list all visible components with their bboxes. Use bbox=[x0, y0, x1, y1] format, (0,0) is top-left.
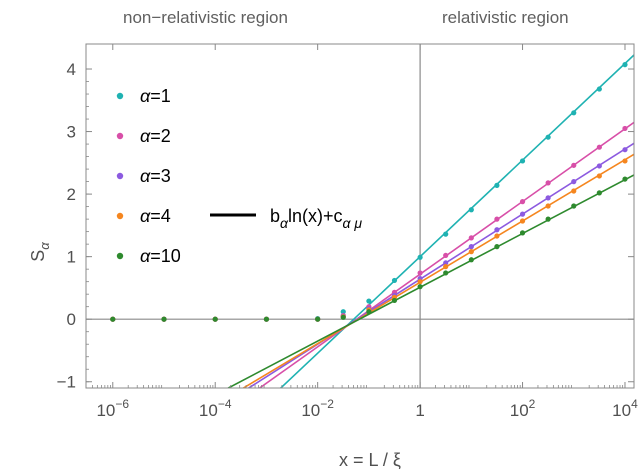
y-tick-label: 3 bbox=[67, 123, 76, 142]
data-point bbox=[340, 314, 346, 320]
x-tick-label: 10−4 bbox=[199, 397, 232, 420]
data-point bbox=[366, 298, 372, 304]
data-point bbox=[110, 316, 116, 322]
data-point bbox=[545, 216, 551, 222]
data-point bbox=[519, 218, 526, 224]
data-point bbox=[622, 147, 628, 153]
data-point bbox=[391, 277, 398, 284]
data-point bbox=[545, 203, 551, 209]
data-point bbox=[212, 316, 218, 322]
legend-label: α=10 bbox=[140, 246, 181, 266]
data-point bbox=[494, 233, 500, 239]
data-point bbox=[622, 125, 628, 132]
y-tick-label: −1 bbox=[57, 373, 76, 392]
data-point bbox=[315, 316, 321, 322]
data-point bbox=[545, 180, 551, 186]
data-point bbox=[519, 211, 526, 217]
data-point bbox=[596, 173, 602, 179]
data-point bbox=[571, 110, 577, 116]
x-tick-label: 102 bbox=[510, 397, 536, 420]
data-point bbox=[468, 235, 474, 241]
fit-line-5 bbox=[226, 174, 634, 388]
data-points bbox=[110, 62, 628, 322]
plot-frame bbox=[85, 43, 635, 389]
data-point bbox=[571, 162, 577, 168]
x-tick-label: 104 bbox=[612, 397, 638, 420]
fit-line-1 bbox=[279, 54, 634, 388]
data-point bbox=[571, 203, 577, 209]
data-point bbox=[417, 284, 423, 290]
data-point bbox=[596, 144, 602, 150]
data-point bbox=[443, 270, 449, 276]
data-point bbox=[417, 279, 423, 285]
legend-label: α=1 bbox=[140, 86, 171, 106]
data-point bbox=[366, 309, 372, 315]
axis-ticks: 10−6 10−4 10−2 1 102 104 −1 0 1 2 3 4 bbox=[57, 44, 638, 420]
data-point bbox=[468, 207, 474, 213]
fit-legend-label: bαln(x)+cα μ bbox=[270, 206, 362, 231]
data-point bbox=[340, 309, 346, 315]
data-point bbox=[545, 134, 551, 140]
legend: α=1 α=2 α=3 α=4 α=10 bbox=[116, 86, 181, 266]
data-point bbox=[571, 188, 577, 194]
legend-label: α=4 bbox=[140, 206, 171, 226]
data-point bbox=[468, 244, 474, 250]
data-point bbox=[596, 86, 602, 92]
data-point bbox=[622, 62, 628, 68]
fit-line-4 bbox=[241, 153, 634, 388]
x-tick-label: 10−6 bbox=[96, 397, 129, 420]
data-point bbox=[494, 216, 500, 222]
y-tick-label: 4 bbox=[67, 60, 76, 79]
data-point bbox=[494, 182, 500, 188]
data-point bbox=[443, 252, 449, 259]
x-tick-label: 10−2 bbox=[301, 397, 334, 420]
data-point bbox=[417, 254, 423, 260]
data-point bbox=[494, 244, 500, 250]
fit-lines bbox=[226, 54, 634, 388]
data-point bbox=[443, 231, 449, 237]
x-tick-label: 1 bbox=[415, 401, 424, 420]
legend-marker bbox=[116, 92, 124, 100]
data-point bbox=[545, 195, 551, 201]
data-point bbox=[519, 158, 526, 164]
data-point bbox=[519, 199, 526, 205]
y-tick-label: 2 bbox=[67, 185, 76, 204]
data-point bbox=[443, 264, 449, 270]
data-point bbox=[622, 158, 628, 164]
fit-line-3 bbox=[247, 142, 634, 388]
legend-marker bbox=[116, 172, 124, 180]
fit-line-2 bbox=[258, 121, 634, 388]
legend-label: α=3 bbox=[140, 166, 171, 186]
data-point bbox=[468, 249, 474, 255]
x-axis-title: x = L / ξ bbox=[339, 450, 401, 470]
data-point bbox=[519, 230, 526, 236]
data-point bbox=[494, 227, 500, 233]
data-point bbox=[263, 316, 270, 322]
data-point bbox=[391, 297, 398, 304]
data-point bbox=[596, 163, 602, 169]
relativistic-region-label: relativistic region bbox=[442, 8, 569, 27]
fit-legend: bαln(x)+cα μ bbox=[210, 206, 362, 231]
legend-marker bbox=[116, 212, 124, 220]
y-tick-label: 1 bbox=[67, 248, 76, 267]
data-point bbox=[161, 316, 167, 322]
y-axis-title: Sα bbox=[28, 242, 52, 262]
y-tick-label: 0 bbox=[67, 310, 76, 329]
data-point bbox=[417, 270, 423, 276]
legend-marker bbox=[116, 132, 124, 140]
data-point bbox=[571, 179, 577, 185]
data-point bbox=[622, 176, 628, 182]
data-point bbox=[443, 260, 449, 266]
non-relativistic-region-label: non−relativistic region bbox=[123, 8, 288, 27]
legend-label: α=2 bbox=[140, 126, 171, 146]
data-point bbox=[468, 257, 474, 263]
data-point bbox=[596, 190, 602, 196]
legend-marker bbox=[116, 252, 124, 260]
